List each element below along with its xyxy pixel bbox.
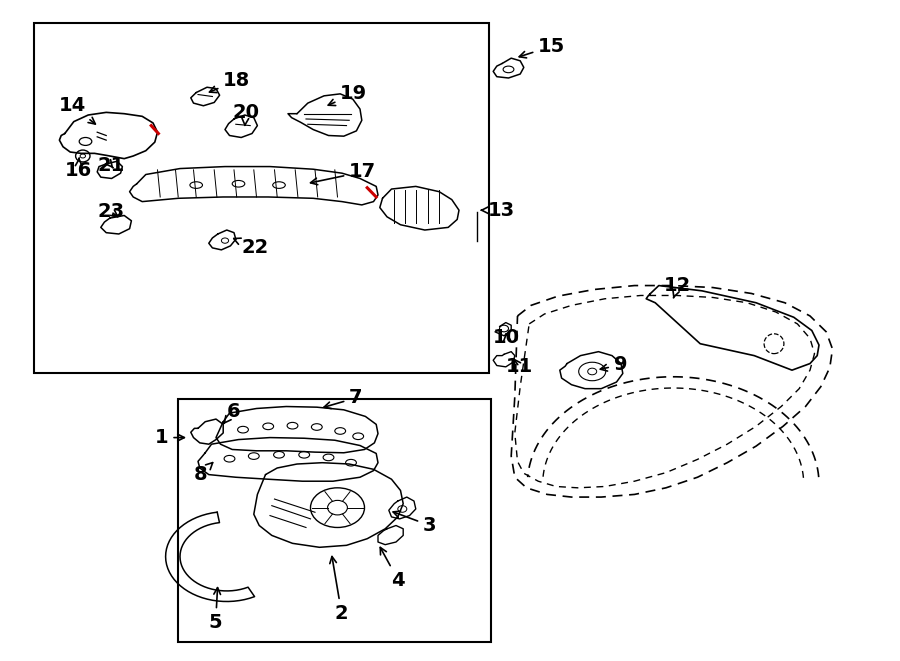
Text: 6: 6 <box>224 402 240 424</box>
Text: 4: 4 <box>380 547 405 590</box>
Text: 15: 15 <box>519 37 565 58</box>
Text: 19: 19 <box>328 85 367 106</box>
Text: 1: 1 <box>155 428 184 447</box>
Text: 5: 5 <box>209 588 222 632</box>
Text: 8: 8 <box>194 463 212 484</box>
Bar <box>34 23 489 373</box>
Text: 20: 20 <box>232 103 259 126</box>
Text: 16: 16 <box>65 158 92 180</box>
Text: 21: 21 <box>97 156 124 175</box>
Text: 10: 10 <box>493 328 520 346</box>
Text: 9: 9 <box>600 356 627 374</box>
Text: 23: 23 <box>97 202 124 221</box>
Text: 18: 18 <box>210 71 250 93</box>
Text: 17: 17 <box>310 163 376 184</box>
Text: 22: 22 <box>234 238 268 257</box>
Text: 14: 14 <box>58 97 95 124</box>
Text: 3: 3 <box>393 511 436 535</box>
Text: 11: 11 <box>506 358 533 376</box>
Text: 2: 2 <box>329 557 348 623</box>
Text: 13: 13 <box>482 201 515 219</box>
Text: 12: 12 <box>664 276 691 298</box>
Bar <box>178 399 491 642</box>
Text: 7: 7 <box>324 389 363 408</box>
